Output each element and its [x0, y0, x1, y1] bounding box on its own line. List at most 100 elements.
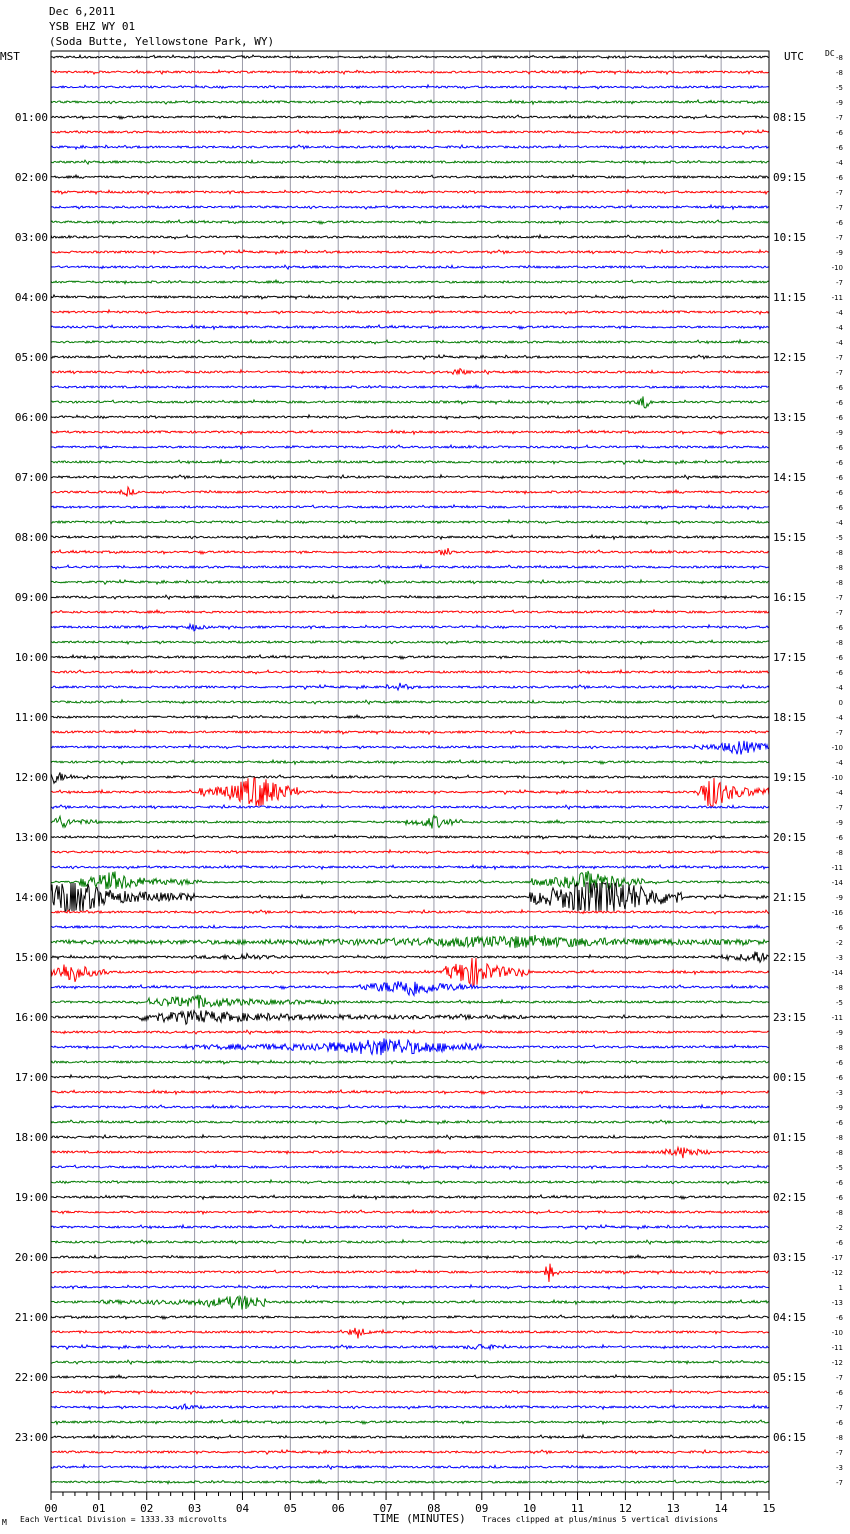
trace-row: [50, 1433, 770, 1440]
dc-offset-label: -10: [832, 744, 843, 752]
right-hour-label: 19:15: [773, 771, 806, 784]
dc-offset-label: -7: [836, 729, 843, 737]
dc-offset-label: -6: [836, 1314, 844, 1322]
dc-offset-label: -8: [836, 549, 843, 557]
trace-row: [50, 1313, 770, 1321]
trace-row: [50, 1359, 770, 1366]
trace-row: [50, 682, 770, 692]
dc-offset-label: -9: [836, 99, 843, 107]
trace-row: [50, 994, 770, 1009]
x-tick-label: 01: [92, 1502, 105, 1515]
left-hour-label: 22:00: [15, 1371, 48, 1384]
left-hour-label: 23:00: [15, 1431, 48, 1444]
trace-row: [50, 485, 770, 497]
trace-row: [50, 813, 770, 829]
dc-offset-label: -7: [836, 1449, 843, 1457]
dc-offset-label: -12: [832, 1269, 843, 1277]
right-hour-label: 15:15: [773, 531, 806, 544]
right-hour-label: 12:15: [773, 351, 806, 364]
right-hour-label: 23:15: [773, 1011, 806, 1024]
trace-row: [50, 1103, 770, 1110]
trace-row: [50, 503, 770, 511]
x-tick-label: 09: [475, 1502, 488, 1515]
trace-row: [50, 443, 769, 451]
left-hour-label: 02:00: [15, 171, 48, 184]
right-hour-label: 02:15: [773, 1191, 806, 1204]
dc-offset-label: -4: [836, 759, 844, 767]
left-hour-label: 07:00: [15, 471, 48, 484]
trace-row: [50, 653, 770, 661]
trace-row: [50, 563, 770, 570]
dc-offset-label: -5: [836, 84, 843, 92]
dc-offset-label: -5: [836, 999, 843, 1007]
left-hour-label: 09:00: [15, 591, 48, 604]
x-tick-label: 11: [571, 1502, 584, 1515]
trace-row: [50, 622, 770, 632]
trace-row: [50, 188, 770, 196]
dc-offset-label: -6: [836, 1179, 844, 1187]
trace-row: [50, 367, 770, 376]
dc-offset-label: -9: [836, 249, 843, 257]
trace-row: [50, 159, 770, 166]
dc-offset-label: -3: [836, 1089, 843, 1097]
dc-offset-label: -6: [836, 924, 844, 932]
dc-offset-label: -6: [836, 1059, 844, 1067]
left-hour-label: 21:00: [15, 1311, 48, 1324]
left-hour-label: 19:00: [15, 1191, 48, 1204]
right-hour-label: 18:15: [773, 711, 806, 724]
dc-offset-label: -6: [836, 669, 844, 677]
left-hour-label: 05:00: [15, 351, 48, 364]
x-tick-label: 14: [715, 1502, 729, 1515]
x-tick-label: 10: [523, 1502, 536, 1515]
trace-row: [50, 98, 770, 106]
trace-row: [50, 608, 770, 615]
dc-offset-label: -11: [832, 294, 843, 302]
trace-row: [50, 428, 770, 436]
left-hour-label: 01:00: [15, 111, 48, 124]
trace-row: [50, 908, 770, 915]
dc-offset-label: -7: [836, 594, 843, 602]
left-hour-label: 16:00: [15, 1011, 48, 1024]
dc-offset-label: -8: [836, 849, 843, 857]
dc-offset-label: -7: [836, 1479, 843, 1487]
trace-row: [50, 1463, 770, 1471]
trace-row: [50, 1403, 770, 1411]
x-tick-label: 02: [140, 1502, 153, 1515]
dc-offset-label: -7: [836, 279, 843, 287]
trace-row: [50, 113, 770, 121]
trace-row: [50, 396, 770, 409]
trace-row: [50, 639, 770, 646]
dc-offset-label: -6: [836, 474, 844, 482]
trace-row: [50, 128, 770, 136]
dc-offset-label: -4: [836, 324, 844, 332]
trace-row: [51, 1327, 770, 1339]
dc-offset-label: -4: [836, 159, 844, 167]
dc-offset-label: -9: [836, 894, 843, 902]
trace-row: [50, 803, 770, 811]
trace-row: [50, 233, 770, 240]
dc-offset-label: -4: [836, 684, 844, 692]
trace-row: [50, 772, 770, 785]
dc-offset-label: -8: [836, 984, 843, 992]
dc-offset-label: -6: [836, 219, 844, 227]
dc-offset-label: -12: [832, 1359, 843, 1367]
dc-offset-label: -10: [832, 1329, 843, 1337]
right-hour-label: 06:15: [773, 1431, 806, 1444]
trace-row: [50, 1145, 770, 1159]
dc-offset-label: -8: [836, 1209, 843, 1217]
trace-row: [50, 68, 770, 76]
dc-offset-label: -9: [836, 1029, 843, 1037]
dc-offset-label: -8: [836, 1149, 843, 1157]
trace-row: [50, 981, 770, 997]
dc-offset-label: -11: [832, 1014, 843, 1022]
trace-row: [50, 533, 770, 541]
trace-row: [50, 881, 770, 912]
dc-offset-label: -6: [836, 444, 844, 452]
dc-offset-label: -8: [836, 1044, 843, 1052]
trace-row: [50, 293, 770, 301]
left-hour-label: 04:00: [15, 291, 48, 304]
trace-row: [50, 218, 770, 226]
trace-row: [50, 518, 770, 526]
dc-offset-label: -9: [836, 429, 843, 437]
dc-offset-label: -13: [832, 1299, 843, 1307]
